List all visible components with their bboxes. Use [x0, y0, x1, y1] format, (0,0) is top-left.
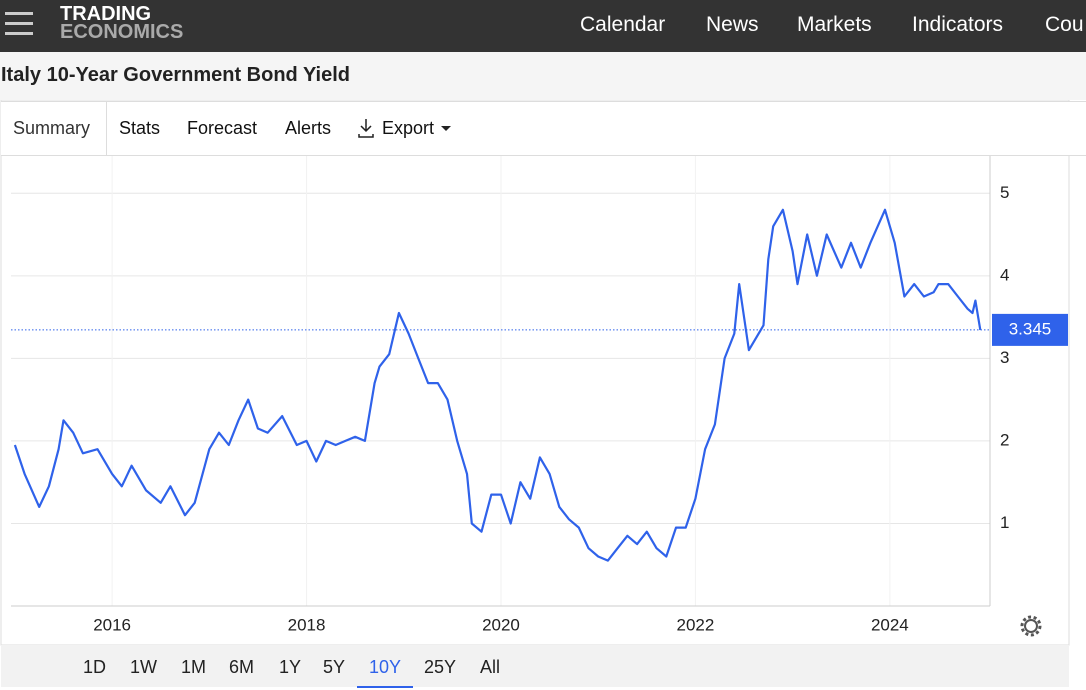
range-button[interactable]: 25Y	[424, 657, 457, 677]
range-button[interactable]: 1Y	[279, 657, 302, 677]
x-tick-label: 2018	[288, 615, 326, 634]
range-bar: 1D 1W 1M 6M 1Y 5Y 10Y 25Y All	[1, 645, 1069, 688]
x-tick-label: 2024	[871, 615, 909, 634]
line-series	[13, 208, 982, 562]
range-button[interactable]: 1D	[83, 657, 107, 677]
x-tick-label: 2016	[93, 615, 131, 634]
last-value-box	[992, 313, 1068, 346]
logo[interactable]: TRADING	[60, 3, 152, 25]
nav-link[interactable]: News	[706, 13, 759, 36]
y-tick-label: 1	[1000, 513, 1009, 532]
range-button[interactable]: All	[480, 657, 501, 677]
tab-selected-box	[1, 102, 107, 155]
nav-link[interactable]: Indicators	[912, 13, 1004, 36]
y-tick-label: 5	[1000, 183, 1009, 202]
range-button[interactable]: 1W	[130, 657, 157, 677]
range-button[interactable]: 6M	[229, 657, 255, 677]
x-tick-label: 2022	[677, 615, 715, 634]
title-bar: Italy 10-Year Government Bond Yield	[0, 52, 1086, 100]
tab[interactable]: Summary	[13, 118, 91, 138]
x-tick-label: 2020	[482, 615, 520, 634]
settings-icon[interactable]	[1019, 614, 1043, 638]
tab-bar: Summary Stats Forecast Alerts Export	[1, 101, 1086, 156]
menu-icon[interactable]	[5, 0, 45, 52]
tab[interactable]: Export	[382, 118, 435, 138]
tab[interactable]: Alerts	[285, 118, 332, 138]
page-title: Italy 10-Year Government Bond Yield	[1, 64, 351, 86]
logo[interactable]: ECONOMICS	[60, 21, 184, 43]
y-tick-label: 4	[1000, 265, 1009, 284]
range-button[interactable]: 1M	[181, 657, 207, 677]
range-button[interactable]: 10Y	[357, 657, 414, 688]
nav-link[interactable]: Cou	[1045, 13, 1084, 36]
nav-bar: TRADING ECONOMICS Calendar News Markets …	[0, 0, 1086, 52]
dropdown-caret[interactable]	[441, 124, 453, 134]
last-value-label: 3.345	[1009, 319, 1052, 338]
tab[interactable]: Forecast	[187, 118, 258, 138]
nav-link[interactable]: Markets	[797, 13, 872, 36]
download-icon[interactable]	[357, 117, 377, 139]
y-tick-label: 3	[1000, 348, 1009, 367]
range-button[interactable]: 5Y	[323, 657, 346, 677]
plot-border	[0, 99, 1070, 646]
nav-link[interactable]: Calendar	[580, 13, 666, 36]
y-tick-label: 2	[1000, 430, 1009, 449]
tab[interactable]: Stats	[119, 118, 161, 138]
